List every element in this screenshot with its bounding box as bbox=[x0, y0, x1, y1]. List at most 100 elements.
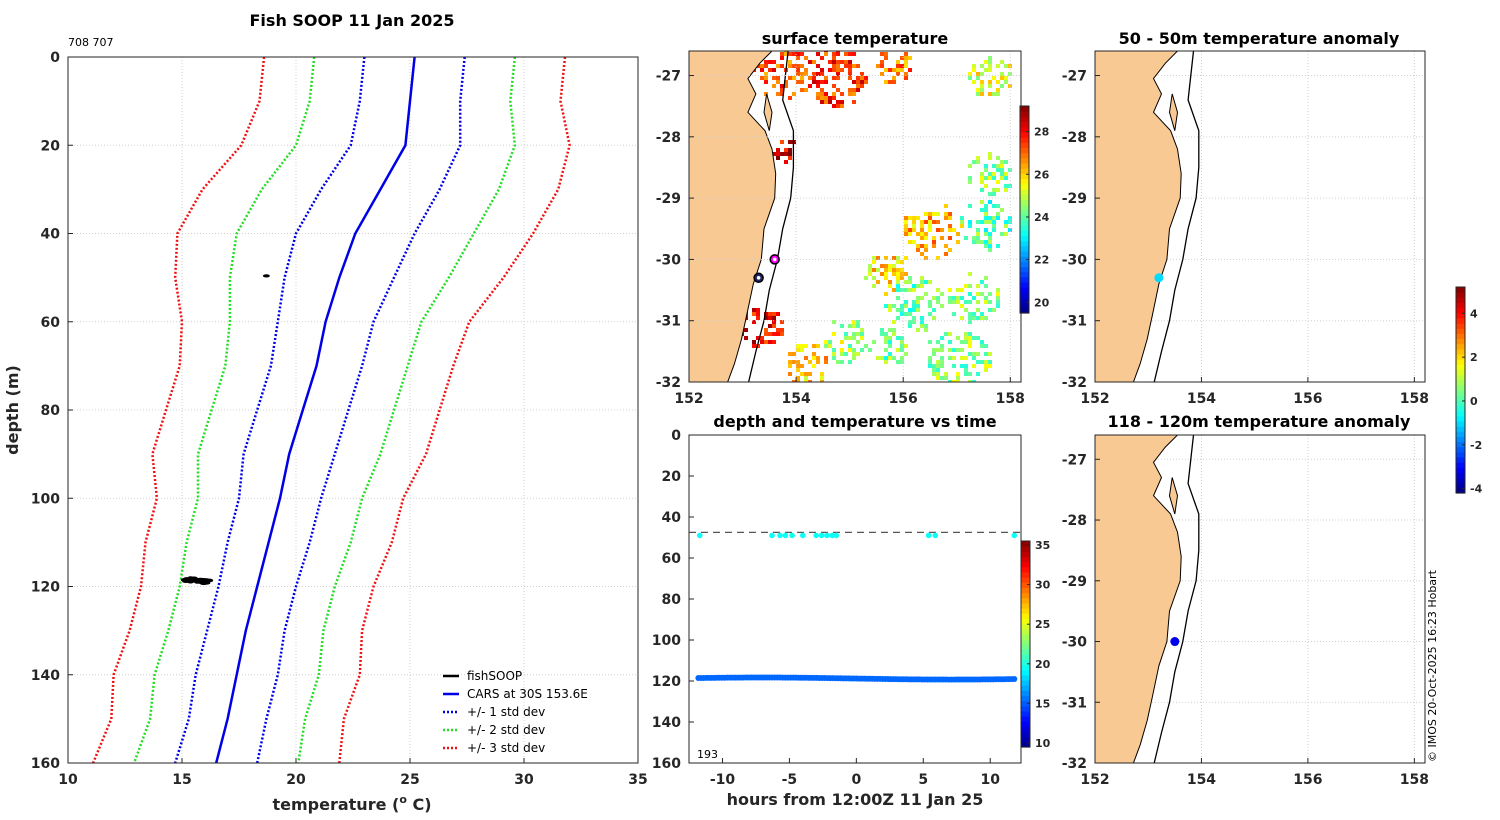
sst-pixel bbox=[996, 304, 1000, 308]
sst-pixel bbox=[880, 264, 884, 268]
profile-xtick-label: 15 bbox=[172, 772, 191, 788]
anom120-panel: 118 - 120m temperature anomaly 152 154 156… bbox=[1062, 412, 1429, 788]
sst-pixel bbox=[1000, 208, 1004, 212]
sst-pixel bbox=[952, 228, 956, 232]
sst-pixel bbox=[904, 312, 908, 316]
sst-pixel bbox=[884, 356, 888, 360]
sst-pixel bbox=[960, 316, 964, 320]
sst-pixel bbox=[968, 340, 972, 344]
sst-pixel bbox=[968, 72, 972, 76]
sst-pixel bbox=[984, 296, 988, 300]
sst-pixel bbox=[988, 200, 992, 204]
sst-pixel bbox=[948, 288, 952, 292]
sst-pixel bbox=[876, 256, 880, 260]
sst-pixel bbox=[768, 340, 772, 344]
sst-pixel bbox=[856, 340, 860, 344]
sst-pixel bbox=[980, 172, 984, 176]
sst-pixel bbox=[1004, 224, 1008, 228]
timeseries-ytick-label: 120 bbox=[652, 674, 681, 690]
sst-pixel bbox=[936, 296, 940, 300]
profile-tick-labels: 10 15 20 25 30 35 0 20 40 60 80 100 120 140 160 bbox=[31, 50, 648, 788]
timeseries-colorbar-segment bbox=[1021, 546, 1030, 552]
sst-pixel bbox=[912, 320, 916, 324]
anom120-points bbox=[1170, 637, 1180, 647]
sst-pixel bbox=[784, 160, 788, 164]
sst-pixel bbox=[960, 304, 964, 308]
sst-pixel bbox=[836, 104, 840, 108]
sst-title: surface temperature bbox=[762, 29, 949, 48]
sst-pixel bbox=[744, 336, 748, 340]
sst-pixel bbox=[840, 100, 844, 104]
sst-colorbar-segment bbox=[1020, 173, 1029, 180]
sst-pixel bbox=[880, 52, 884, 56]
sst-pixel bbox=[892, 272, 896, 276]
sst-pixel bbox=[968, 320, 972, 324]
sst-pixel bbox=[976, 292, 980, 296]
sst-pixel bbox=[872, 276, 876, 280]
sst-pixel bbox=[984, 220, 988, 224]
sst-pixel bbox=[780, 328, 784, 332]
timeseries-colorbar-tick-label: 35 bbox=[1035, 539, 1050, 552]
sst-pixel bbox=[972, 312, 976, 316]
anom50-title: 50 - 50m temperature anomaly bbox=[1119, 29, 1400, 48]
sst-pixel bbox=[936, 228, 940, 232]
anom50-xtick-label: 152 bbox=[1080, 391, 1109, 407]
timeseries-colorbar-segment bbox=[1021, 566, 1030, 573]
sst-pixel bbox=[920, 280, 924, 284]
timeseries-colorbar-segment bbox=[1021, 623, 1030, 630]
timeseries-colorbar-segment bbox=[1021, 649, 1030, 655]
sst-pixel bbox=[944, 384, 948, 388]
anomaly-colorbar-segment bbox=[1456, 302, 1465, 309]
sst-pixel bbox=[888, 340, 892, 344]
sst-pixel bbox=[920, 220, 924, 224]
sst-pixel bbox=[796, 64, 800, 68]
sst-pixel bbox=[920, 244, 924, 248]
anomaly-colorbar-segment bbox=[1456, 359, 1465, 365]
sst-pixel bbox=[776, 80, 780, 84]
anomaly-colorbar-segment bbox=[1456, 287, 1465, 293]
sst-pixel bbox=[896, 284, 900, 288]
sst-pixel bbox=[940, 236, 944, 240]
timeseries-shallow-point bbox=[777, 532, 783, 539]
sst-pixel bbox=[768, 316, 772, 320]
sst-pixel bbox=[856, 88, 860, 92]
sst-pixel bbox=[832, 92, 836, 96]
sst-pixel bbox=[976, 336, 980, 340]
sst-colorbar-segment bbox=[1020, 126, 1029, 133]
sst-pixel bbox=[888, 328, 892, 332]
sst-pixel bbox=[848, 88, 852, 92]
sst-pixel bbox=[808, 84, 812, 88]
sst-pixel bbox=[968, 176, 972, 180]
sst-pixel bbox=[880, 332, 884, 336]
cars-mean-line bbox=[214, 56, 416, 764]
anom120-ytick-label: -27 bbox=[1062, 452, 1087, 468]
timeseries-colorbar-segment bbox=[1021, 592, 1030, 599]
sst-pixel bbox=[840, 104, 844, 108]
sst-pixel bbox=[772, 60, 776, 64]
anom120-ytick-label: -31 bbox=[1062, 695, 1087, 711]
sst-pixel bbox=[852, 88, 856, 92]
sst-pixel bbox=[836, 72, 840, 76]
sst-pixel bbox=[864, 344, 868, 348]
sst-pixel bbox=[892, 288, 896, 292]
sst-pixel bbox=[988, 364, 992, 368]
sst-pixel bbox=[832, 76, 836, 80]
sst-pixel bbox=[984, 368, 988, 372]
sst-pixel bbox=[912, 288, 916, 292]
legend-label: +/- 2 std dev bbox=[467, 723, 545, 737]
sst-pixel bbox=[924, 256, 928, 260]
sst-pixel bbox=[920, 324, 924, 328]
sst-pixel bbox=[824, 96, 828, 100]
sst-pixel bbox=[788, 364, 792, 368]
sst-pixel bbox=[976, 372, 980, 376]
sst-pixel bbox=[772, 84, 776, 88]
sst-panel: surface temperature 152 154 156 158 -27 -28 -2… bbox=[656, 29, 1050, 407]
sst-pixel bbox=[796, 376, 800, 380]
sst-pixel bbox=[792, 380, 796, 382]
anomaly-colorbar-segment bbox=[1456, 364, 1465, 370]
anomaly-colorbar-segment bbox=[1456, 338, 1465, 345]
sst-pixel bbox=[844, 52, 848, 56]
sst-pixel bbox=[888, 280, 892, 284]
sst-pixel bbox=[820, 72, 824, 76]
sst-pixel bbox=[964, 284, 968, 288]
